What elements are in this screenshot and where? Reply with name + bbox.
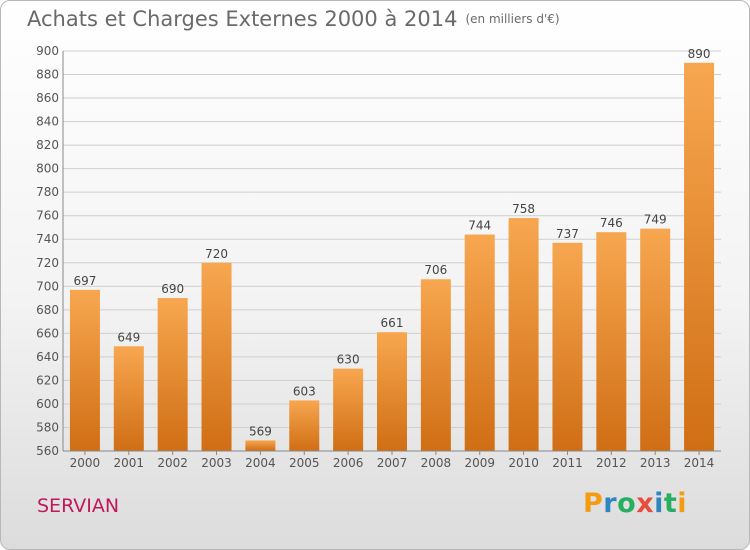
- logo-letter: x: [636, 488, 655, 519]
- data-label: 706: [424, 263, 447, 277]
- title-text: Achats et Charges Externes 2000 à 2014: [27, 7, 458, 31]
- bar-2013: [640, 228, 671, 451]
- bar-2012: [596, 232, 627, 451]
- logo-letter: i: [654, 488, 664, 519]
- x-tick-label: 2002: [157, 456, 188, 470]
- bar-2004: [245, 440, 276, 451]
- bar-2009: [464, 234, 495, 451]
- x-tick-label: 2011: [552, 456, 583, 470]
- data-label: 569: [249, 424, 272, 438]
- logo-letter: P: [583, 488, 604, 519]
- x-tick-label: 2009: [464, 456, 495, 470]
- y-tick-label: 740: [36, 232, 59, 246]
- x-tick-label: 2001: [114, 456, 145, 470]
- y-tick-label: 620: [36, 373, 59, 387]
- x-axis-ticks: 2000 2001 2002 2003 2004 2005 2006 2007 2008 2009…: [70, 451, 715, 470]
- x-tick-label: 2000: [70, 456, 101, 470]
- x-tick-label: 2010: [508, 456, 539, 470]
- y-tick-label: 780: [36, 185, 59, 199]
- x-tick-label: 2006: [333, 456, 364, 470]
- y-tick-label: 880: [36, 68, 59, 82]
- data-label: 603: [293, 384, 316, 398]
- x-tick-label: 2014: [684, 456, 715, 470]
- bar-2011: [552, 242, 583, 451]
- x-tick-label: 2013: [640, 456, 671, 470]
- data-label: 720: [205, 247, 228, 261]
- y-tick-label: 640: [36, 350, 59, 364]
- bar-2005: [289, 400, 320, 451]
- title-unit: (en milliers d'€): [465, 12, 560, 26]
- y-tick-label: 760: [36, 209, 59, 223]
- x-tick-label: 2005: [289, 456, 320, 470]
- data-label: 749: [644, 213, 667, 227]
- chart-title: Achats et Charges Externes 2000 à 2014 (e…: [27, 7, 560, 31]
- logo-letter: i: [677, 488, 688, 519]
- y-tick-label: 800: [36, 162, 59, 176]
- data-label: 630: [337, 353, 360, 367]
- x-tick-label: 2012: [596, 456, 627, 470]
- y-tick-label: 680: [36, 303, 59, 317]
- bar-2014: [684, 62, 715, 451]
- data-label: 746: [600, 216, 623, 230]
- axes: [62, 51, 721, 452]
- y-tick-label: 560: [36, 444, 59, 458]
- bars: [69, 62, 715, 451]
- location-label: SERVIAN: [37, 495, 120, 517]
- data-label: 744: [468, 219, 491, 233]
- bar-2008: [420, 279, 451, 451]
- bar-2010: [508, 218, 539, 451]
- bar-2003: [201, 262, 232, 451]
- logo-letter: r: [603, 488, 618, 519]
- logo-letter: o: [617, 488, 637, 519]
- data-labels: 697 649 690 720 569 603 630 661 706 744 758 737 746 7…: [73, 47, 710, 439]
- y-tick-label: 700: [36, 279, 59, 293]
- data-label: 690: [161, 282, 184, 296]
- y-tick-label: 820: [36, 138, 59, 152]
- y-tick-label: 860: [36, 91, 59, 105]
- x-tick-label: 2007: [377, 456, 408, 470]
- data-label: 661: [381, 316, 404, 330]
- y-tick-label: 600: [36, 397, 59, 411]
- data-label: 697: [73, 274, 96, 288]
- data-label: 890: [688, 47, 711, 61]
- logo-letter: t: [663, 488, 678, 519]
- bar-2006: [333, 368, 364, 451]
- y-tick-label: 900: [36, 44, 59, 58]
- data-label: 649: [117, 330, 140, 344]
- x-tick-label: 2008: [421, 456, 452, 470]
- y-axis-ticks: 560 580 600 620 640 660 680 700 720 740 760 780 800 8…: [36, 44, 59, 458]
- x-tick-label: 2003: [201, 456, 232, 470]
- y-tick-label: 660: [36, 326, 59, 340]
- y-tick-label: 840: [36, 115, 59, 129]
- y-tick-label: 580: [36, 420, 59, 434]
- proxiti-logo: Proxiti: [583, 488, 687, 519]
- bar-2000: [69, 289, 100, 451]
- data-label: 737: [556, 227, 579, 241]
- bar-2002: [157, 298, 188, 451]
- x-tick-label: 2004: [245, 456, 276, 470]
- bar-2007: [377, 332, 407, 451]
- data-label: 758: [512, 202, 535, 216]
- y-tick-label: 720: [36, 256, 59, 270]
- bar-2001: [113, 346, 144, 451]
